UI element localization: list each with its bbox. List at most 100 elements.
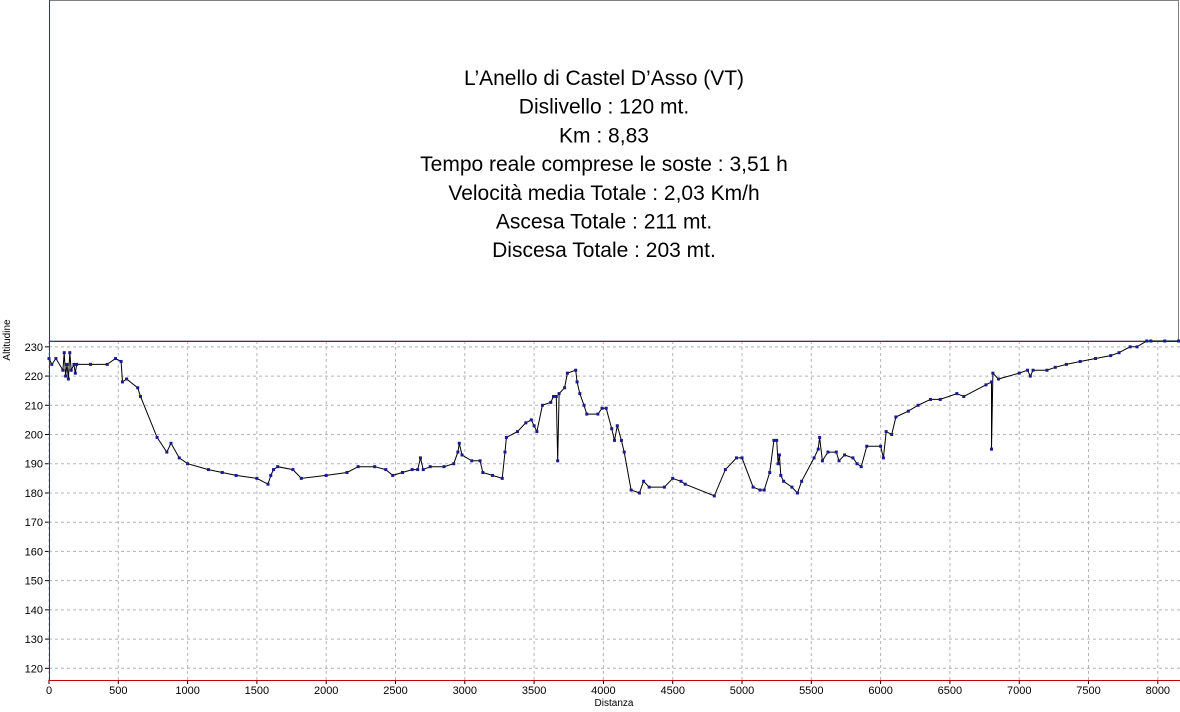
x-tick-label: 8000	[1146, 685, 1170, 697]
x-tick-label: 500	[109, 685, 127, 697]
profile-point	[72, 362, 76, 366]
profile-point	[604, 406, 608, 410]
profile-point	[255, 476, 259, 480]
profile-point	[1064, 362, 1068, 366]
profile-point	[916, 403, 920, 407]
profile-point	[751, 485, 755, 489]
profile-point	[758, 488, 762, 492]
profile-point	[768, 471, 772, 475]
profile-point	[416, 468, 420, 472]
y-axis-label: Altitudine	[2, 319, 13, 361]
profile-point	[610, 427, 614, 431]
y-tick-label: 120	[25, 663, 43, 675]
profile-point	[671, 476, 675, 480]
profile-point	[554, 395, 558, 399]
y-tick-label: 130	[25, 634, 43, 646]
profile-point	[299, 476, 303, 480]
profile-point	[582, 403, 586, 407]
x-tick-label: 2000	[314, 685, 338, 697]
y-tick-label: 200	[25, 430, 43, 442]
profile-point	[442, 465, 446, 469]
plot-area	[49, 341, 1180, 680]
y-tick-label: 210	[25, 400, 43, 412]
profile-point	[119, 359, 123, 363]
profile-point	[549, 400, 553, 404]
profile-point	[843, 453, 847, 457]
profile-point	[556, 459, 560, 463]
x-tick-label: 5500	[799, 685, 823, 697]
profile-point	[565, 371, 569, 375]
profile-point	[47, 357, 51, 361]
y-tick-label: 220	[25, 371, 43, 383]
profile-point	[790, 485, 794, 489]
profile-point	[1128, 345, 1132, 349]
profile-point	[524, 421, 528, 425]
chart-title: Discesa Totale : 203 mt.	[492, 239, 716, 262]
profile-point	[64, 374, 68, 378]
profile-point	[165, 450, 169, 454]
profile-point	[269, 473, 273, 477]
profile-point	[906, 409, 910, 413]
y-tick-label: 150	[25, 576, 43, 588]
x-tick-label: 3000	[453, 685, 477, 697]
profile-point	[642, 479, 646, 483]
profile-point	[855, 462, 859, 466]
profile-point	[984, 383, 988, 387]
profile-point	[234, 473, 238, 477]
profile-point	[615, 424, 619, 428]
profile-point	[384, 468, 388, 472]
x-tick-label: 1000	[175, 685, 199, 697]
profile-point	[563, 386, 567, 390]
profile-point	[990, 380, 993, 384]
profile-point	[775, 438, 779, 442]
profile-point	[73, 371, 77, 375]
profile-point	[881, 456, 885, 460]
profile-point	[552, 395, 556, 399]
profile-point	[186, 462, 190, 466]
profile-point	[1149, 339, 1153, 343]
profile-point	[155, 435, 159, 439]
profile-point	[812, 456, 816, 460]
profile-point	[373, 465, 377, 469]
y-tick-label: 190	[25, 459, 43, 471]
profile-point	[574, 368, 578, 372]
profile-point	[125, 377, 129, 381]
x-tick-label: 1500	[245, 685, 269, 697]
profile-point	[865, 444, 869, 448]
profile-point	[894, 415, 898, 419]
profile-point	[596, 412, 600, 416]
profile-point	[504, 435, 508, 439]
profile-point	[391, 473, 395, 477]
profile-point	[1017, 371, 1021, 375]
profile-point	[740, 456, 744, 460]
profile-point	[816, 447, 820, 451]
profile-point	[65, 362, 69, 366]
profile-point	[138, 395, 142, 399]
profile-point	[776, 462, 780, 466]
profile-point	[777, 453, 781, 457]
profile-point	[795, 491, 799, 495]
profile-point	[600, 406, 604, 410]
profile-point	[879, 444, 883, 448]
profile-point	[762, 488, 766, 492]
profile-point	[68, 351, 72, 355]
profile-point	[481, 471, 485, 475]
x-tick-label: 4000	[591, 685, 615, 697]
x-tick-label: 3500	[522, 685, 546, 697]
profile-point	[1145, 339, 1149, 343]
chart-title: Dislivello : 120 mt.	[519, 96, 689, 119]
profile-point	[851, 456, 855, 460]
y-tick-label: 160	[25, 546, 43, 558]
profile-point	[1117, 351, 1121, 355]
profile-point	[818, 435, 822, 439]
profile-point	[683, 482, 687, 486]
x-axis-label: Distanza	[595, 698, 634, 709]
profile-point	[990, 447, 993, 451]
profile-point	[578, 392, 582, 396]
profile-point	[345, 471, 349, 475]
profile-point	[613, 438, 616, 442]
profile-point	[114, 357, 118, 361]
profile-point	[890, 433, 894, 437]
profile-point	[478, 459, 482, 463]
profile-point	[66, 377, 70, 381]
